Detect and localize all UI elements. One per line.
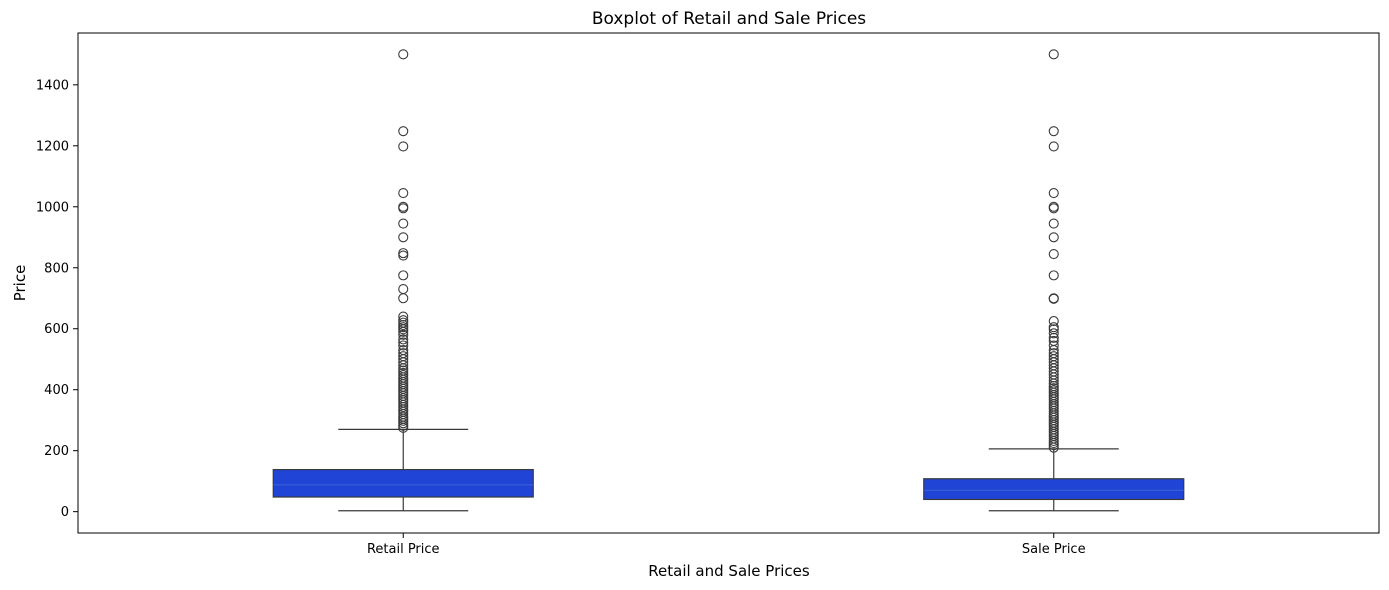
iqr-box <box>923 478 1185 501</box>
outlier-point <box>398 311 409 322</box>
y-axis-label: Price <box>11 265 29 302</box>
plot-frame <box>77 32 1380 534</box>
outlier-point <box>1048 126 1059 137</box>
outlier-point <box>398 218 409 229</box>
outlier-point <box>1048 201 1059 212</box>
outlier-point <box>398 248 409 259</box>
outlier-point <box>398 340 409 351</box>
outlier-point <box>1048 248 1059 260</box>
y-tick-label: 0 <box>61 505 69 520</box>
chart-title: Boxplot of Retail and Sale Prices <box>592 9 866 29</box>
outlier-point <box>398 317 409 328</box>
x-tick-label: Retail Price <box>367 542 440 557</box>
outlier-point <box>398 126 409 137</box>
y-axis: 0 200 400 600 800 1000 1200 1400 <box>36 78 78 520</box>
outlier-point <box>398 250 409 261</box>
outlier-point <box>1048 218 1059 229</box>
outlier-point <box>398 345 409 356</box>
outlier-point <box>398 351 409 362</box>
outlier-point <box>398 337 409 348</box>
outlier-point <box>1048 49 1059 60</box>
y-tick-label: 800 <box>44 261 69 276</box>
y-tick-label: 1400 <box>36 78 69 93</box>
y-tick-label: 200 <box>44 444 69 459</box>
outlier-point <box>398 49 409 60</box>
box-group <box>923 49 1185 512</box>
outlier-point <box>1048 232 1059 243</box>
outlier-point <box>1048 335 1059 346</box>
iqr-box <box>272 468 534 498</box>
outlier-point <box>398 348 409 359</box>
box-group <box>272 49 534 512</box>
outlier-point <box>1048 293 1059 304</box>
outlier-point <box>1048 270 1059 281</box>
outlier-point <box>1048 351 1059 362</box>
y-tick-label: 600 <box>44 322 69 337</box>
plot-area <box>272 49 1185 512</box>
outlier-point <box>398 367 409 378</box>
outlier-point <box>1048 316 1059 327</box>
y-tick-label: 1200 <box>36 139 69 154</box>
outlier-point <box>398 270 409 281</box>
x-tick-label: Sale Price <box>1022 542 1086 557</box>
outlier-point <box>1048 322 1059 333</box>
outlier-point <box>398 293 409 304</box>
outlier-point <box>398 334 409 345</box>
outlier-point <box>398 284 409 295</box>
outlier-point <box>1048 141 1059 152</box>
x-axis: Retail Price Sale Price <box>367 533 1086 557</box>
outlier-point <box>1048 348 1059 359</box>
outlier-point <box>398 141 409 152</box>
outlier-point <box>398 315 409 326</box>
outlier-point <box>1048 188 1059 199</box>
y-tick-label: 400 <box>44 383 69 398</box>
outlier-point <box>398 188 409 199</box>
outlier-point <box>398 201 409 212</box>
outlier-point <box>1048 340 1059 351</box>
x-axis-label: Retail and Sale Prices <box>648 562 810 580</box>
outlier-point <box>398 329 409 340</box>
y-tick-label: 1000 <box>36 200 69 215</box>
outlier-point <box>1048 328 1059 339</box>
outlier-point <box>398 232 409 243</box>
